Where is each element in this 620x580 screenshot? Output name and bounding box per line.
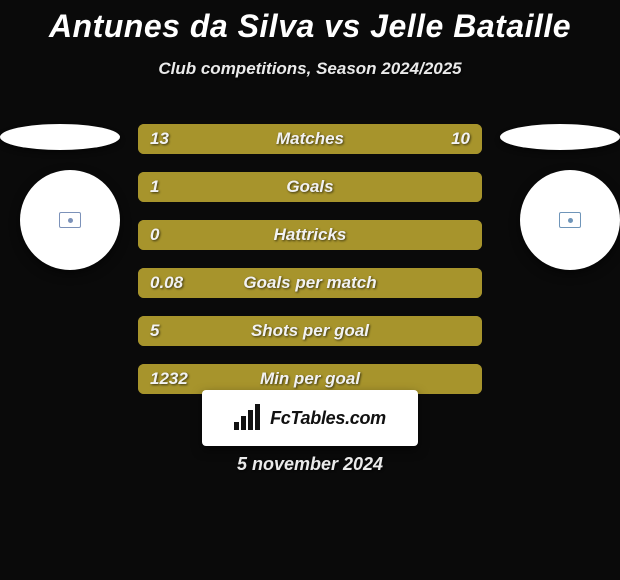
bar-row: 1Goals — [138, 172, 482, 202]
brand-text: FcTables.com — [270, 408, 386, 429]
right-player-disc — [520, 170, 620, 270]
brand-bars-icon — [234, 404, 264, 432]
bar-left-fill — [138, 316, 482, 346]
page-title: Antunes da Silva vs Jelle Bataille — [0, 0, 620, 45]
right-decor-ellipse — [500, 124, 620, 150]
bar-left-fill — [138, 220, 482, 250]
bar-row: 0.08Goals per match — [138, 268, 482, 298]
left-player-disc — [20, 170, 120, 270]
bar-row: 0Hattricks — [138, 220, 482, 250]
bar-left-fill — [138, 268, 482, 298]
player2-name: Jelle Bataille — [370, 8, 571, 44]
comparison-card: Antunes da Silva vs Jelle Bataille Club … — [0, 0, 620, 580]
left-decor-ellipse — [0, 124, 120, 150]
comparison-bars: 1310Matches 1Goals 0Hattricks 0.08Goals per… — [138, 124, 482, 394]
player1-name: Antunes da Silva — [49, 8, 315, 44]
bar-right-fill — [331, 124, 482, 154]
bar-row: 5Shots per goal — [138, 316, 482, 346]
bar-left-fill — [138, 124, 331, 154]
footer-date: 5 november 2024 — [0, 454, 620, 475]
brand-badge: FcTables.com — [202, 390, 418, 446]
vs-separator: vs — [324, 8, 361, 44]
bar-left-fill — [138, 172, 482, 202]
left-placeholder-icon — [59, 212, 81, 228]
right-placeholder-icon — [559, 212, 581, 228]
bar-row: 1310Matches — [138, 124, 482, 154]
subtitle: Club competitions, Season 2024/2025 — [0, 59, 620, 79]
